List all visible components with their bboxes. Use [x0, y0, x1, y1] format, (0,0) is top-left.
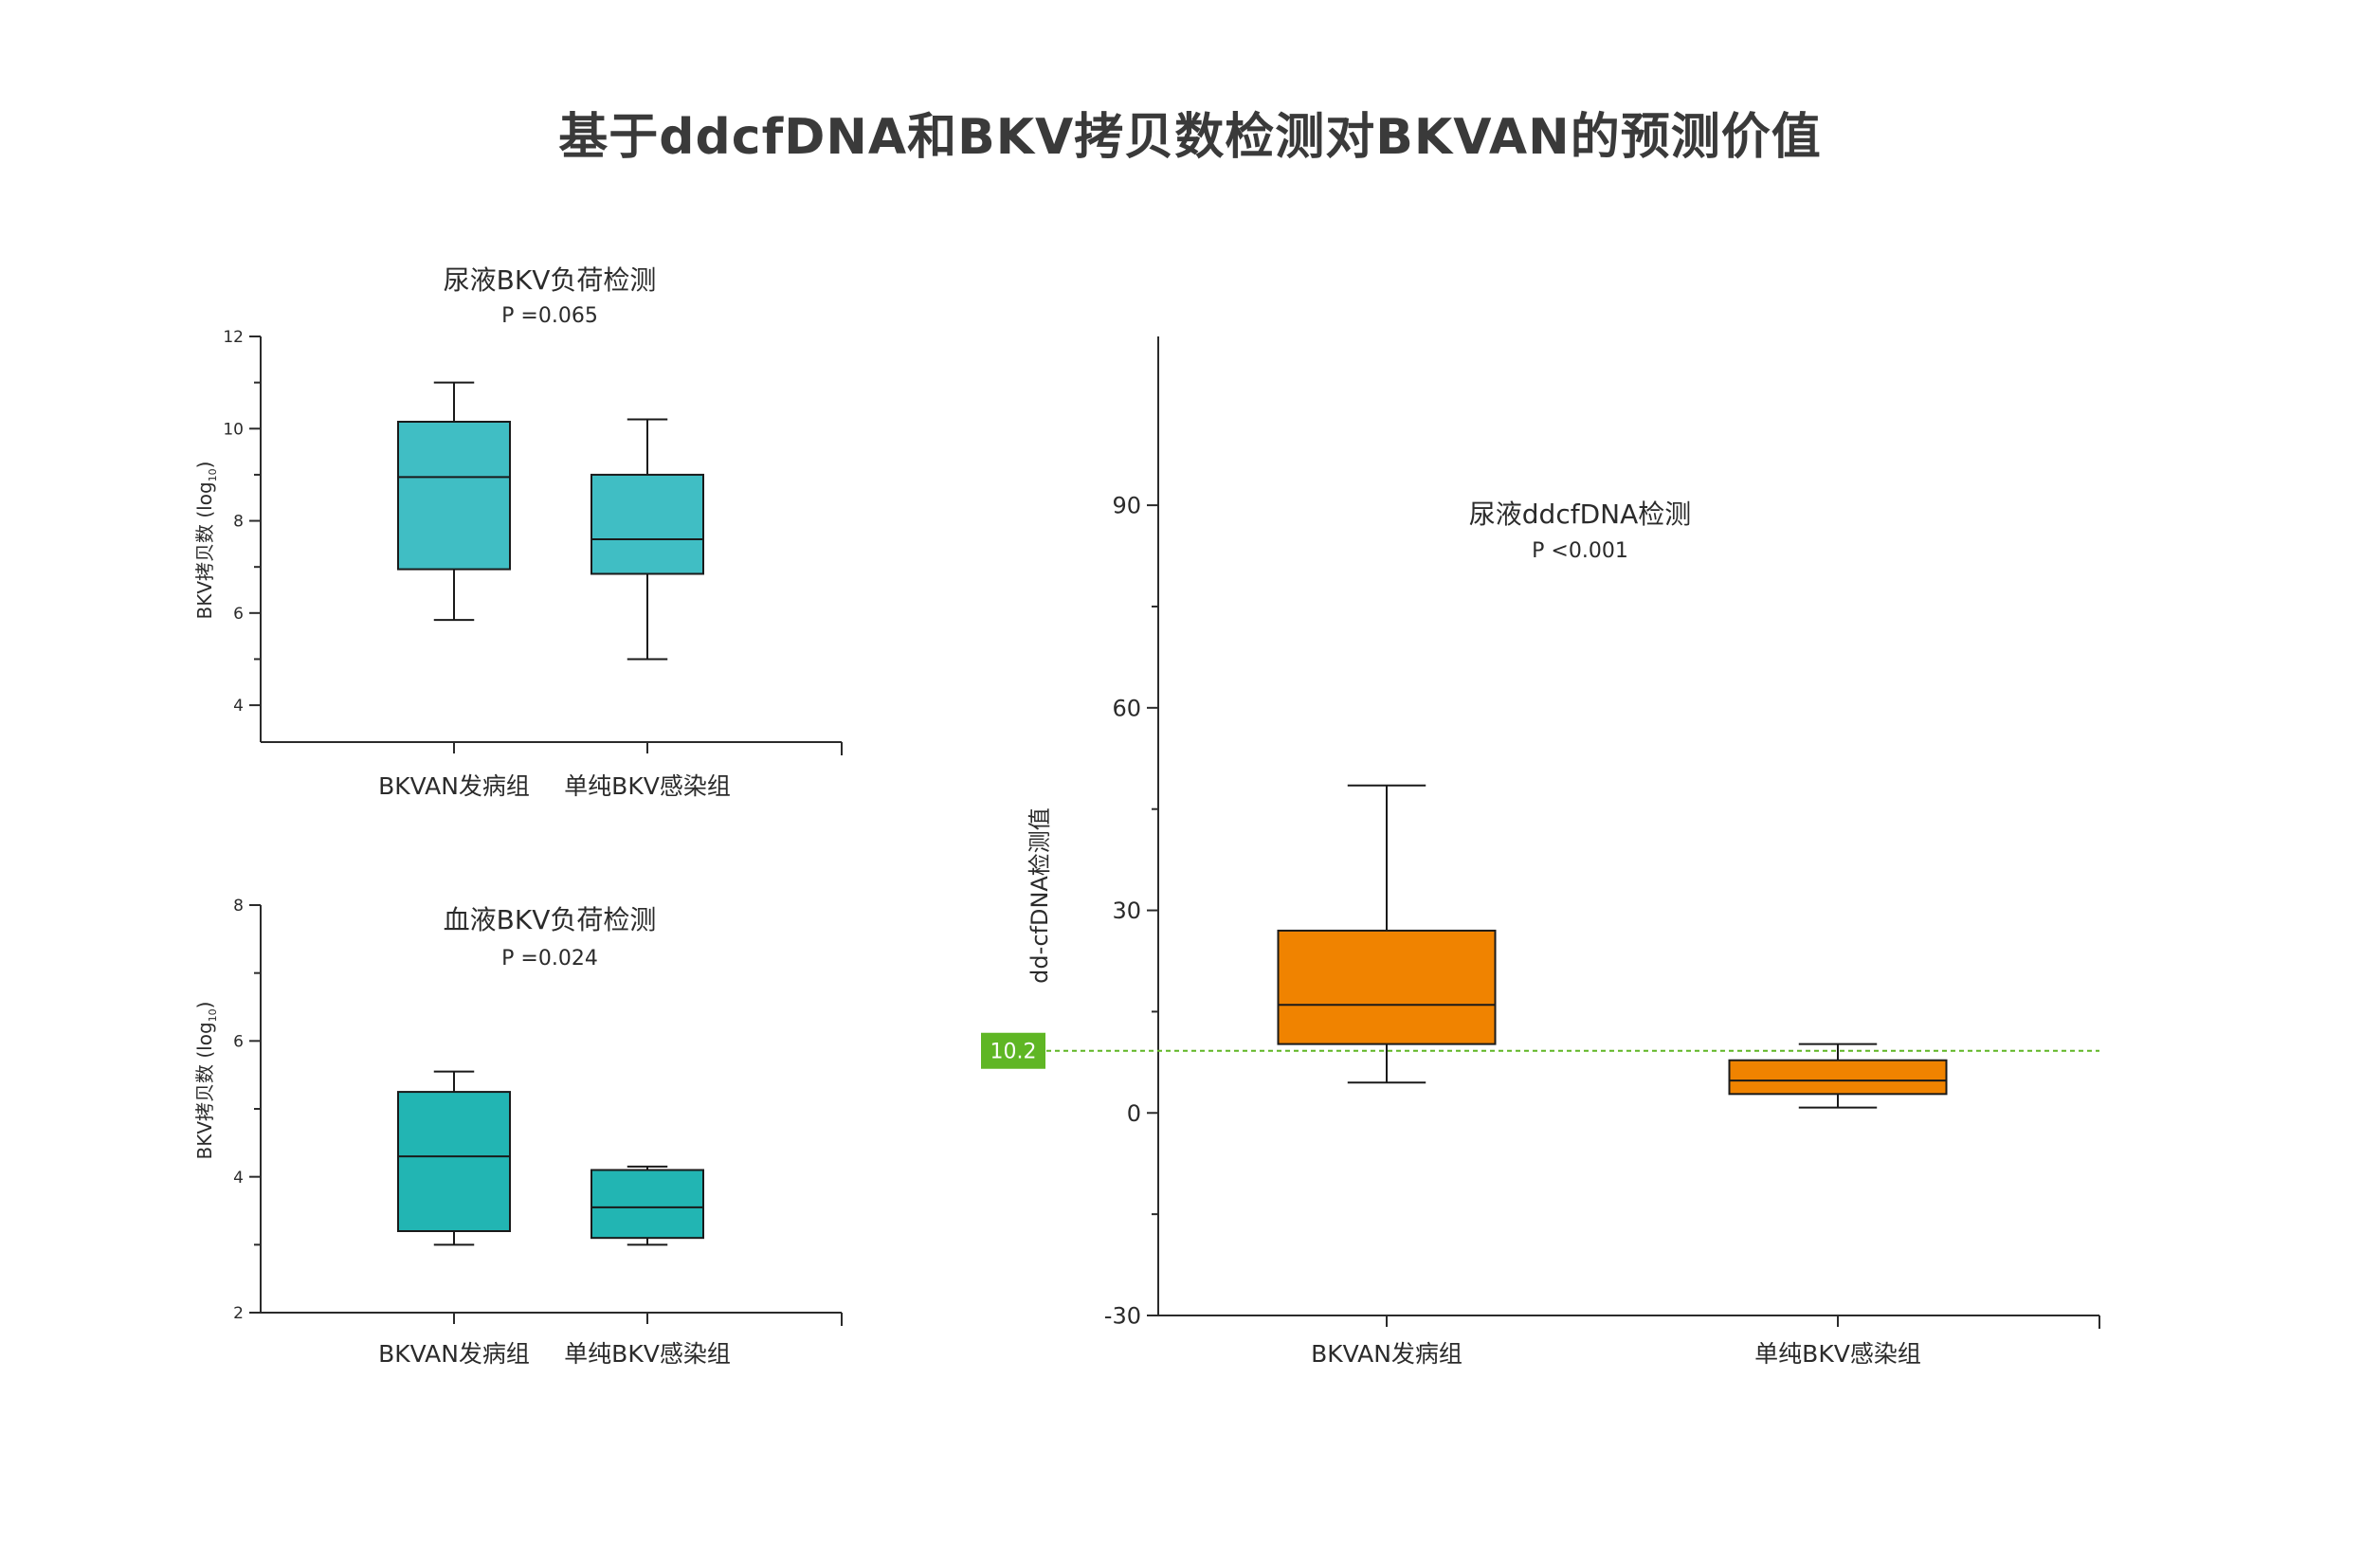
y-tick-label: 12	[223, 328, 244, 347]
y-tick-label: 8	[233, 513, 244, 532]
y-tick-label: 30	[1112, 898, 1141, 924]
box	[590, 473, 704, 575]
reference-label: 10.2	[990, 1041, 1037, 1064]
y-tick-label: 4	[233, 1169, 244, 1188]
y-tick-label: -30	[1104, 1303, 1141, 1330]
x-tick-label: BKVAN发病组	[378, 1340, 530, 1368]
y-tick-label: 6	[233, 1032, 244, 1051]
x-tick-label: 单纯BKV感染组	[564, 772, 731, 800]
y-tick-label: 6	[233, 605, 244, 624]
chart-subtitle: P <0.001	[1532, 539, 1628, 563]
box	[397, 420, 511, 571]
chart-title: 尿液BKV负荷检测	[444, 264, 657, 296]
box	[1728, 1059, 1948, 1096]
box	[590, 1169, 704, 1240]
y-axis-label: BKV拷贝数 (log10)	[193, 1002, 219, 1160]
chart-title: 尿液ddcfDNA检测	[1469, 499, 1691, 530]
x-tick-label: BKVAN发病组	[378, 772, 530, 800]
y-tick-label: 8	[233, 897, 244, 916]
y-axis-label: BKV拷贝数 (log10)	[193, 462, 219, 620]
page-title: 基于ddcfDNA和BKV拷贝数检测对BKVAN的预测价值	[558, 109, 1822, 166]
x-tick-label: BKVAN发病组	[1311, 1340, 1463, 1368]
y-tick-label: 0	[1127, 1100, 1141, 1127]
reference-label-badge	[981, 1032, 1045, 1069]
box	[1277, 929, 1497, 1045]
y-tick-label: 60	[1112, 695, 1141, 721]
chart-title: 血液BKV负荷检测	[444, 904, 657, 935]
x-tick-label: 单纯BKV感染组	[564, 1340, 731, 1368]
y-tick-label: 4	[233, 697, 244, 716]
y-tick-label: 10	[223, 420, 244, 439]
chart-subtitle: P =0.024	[501, 947, 598, 970]
y-tick-label: 90	[1112, 493, 1141, 519]
y-axis-label: dd-cfDNA检测值	[1026, 807, 1053, 984]
chart-subtitle: P =0.065	[501, 304, 598, 328]
y-tick-label: 2	[233, 1304, 244, 1323]
box	[397, 1091, 511, 1233]
x-tick-label: 单纯BKV感染组	[1754, 1340, 1921, 1368]
